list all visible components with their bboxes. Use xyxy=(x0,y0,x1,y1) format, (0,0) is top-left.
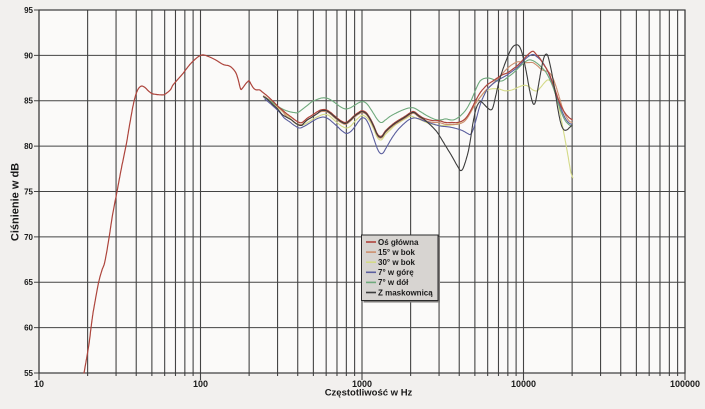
svg-text:100000: 100000 xyxy=(670,379,700,389)
svg-text:Oś główna: Oś główna xyxy=(378,238,419,247)
svg-text:Ciśnienie w dB: Ciśnienie w dB xyxy=(10,163,22,241)
svg-text:90: 90 xyxy=(24,51,33,60)
svg-text:1000: 1000 xyxy=(352,379,372,389)
svg-text:65: 65 xyxy=(24,278,33,287)
svg-text:80: 80 xyxy=(24,142,33,151)
svg-text:15° w bok: 15° w bok xyxy=(378,248,416,257)
svg-text:7° w górę: 7° w górę xyxy=(378,268,414,277)
svg-text:70: 70 xyxy=(24,233,33,242)
svg-text:Z maskownicą: Z maskownicą xyxy=(378,288,433,297)
svg-text:55: 55 xyxy=(24,369,33,378)
svg-text:95: 95 xyxy=(24,6,33,15)
svg-text:10: 10 xyxy=(34,379,44,389)
svg-text:85: 85 xyxy=(24,97,33,106)
svg-text:30° w bok: 30° w bok xyxy=(378,258,416,267)
svg-text:10000: 10000 xyxy=(511,379,536,389)
svg-text:Częstotliwość w Hz: Częstotliwość w Hz xyxy=(325,388,413,399)
svg-text:7° w dół: 7° w dół xyxy=(378,278,409,287)
svg-text:75: 75 xyxy=(24,187,33,196)
svg-text:60: 60 xyxy=(24,324,33,333)
svg-text:100: 100 xyxy=(193,379,208,389)
